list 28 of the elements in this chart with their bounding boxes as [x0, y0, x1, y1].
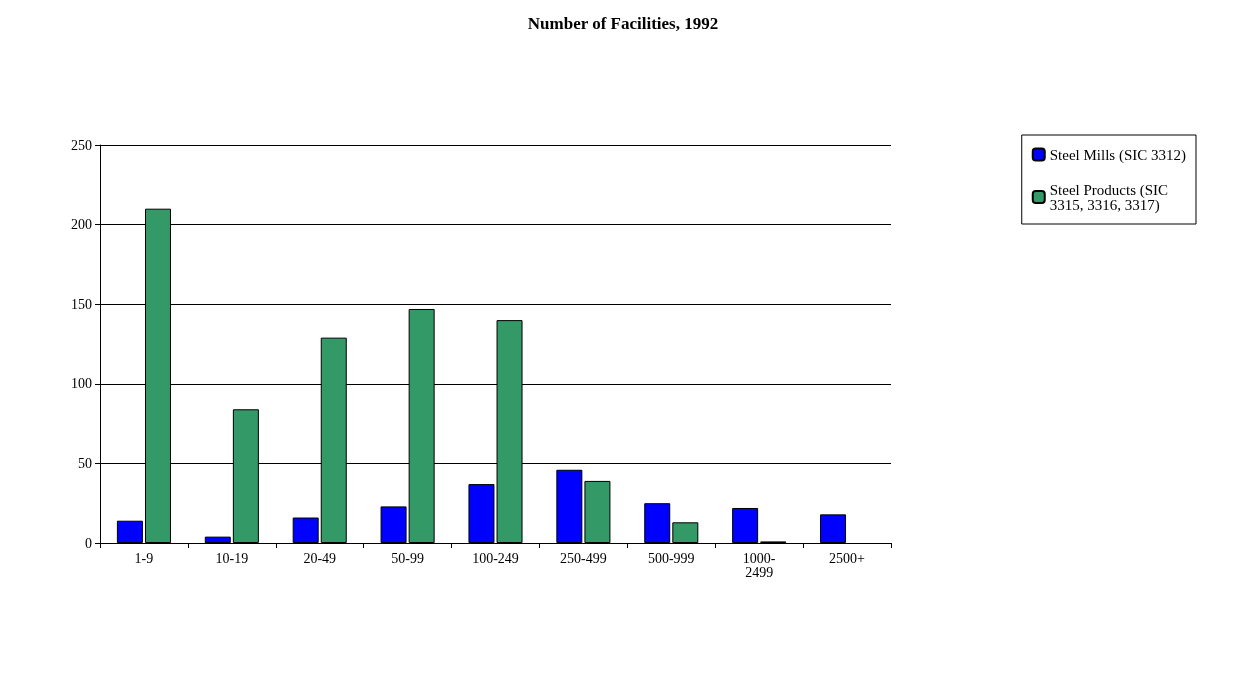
y-tick-label: 100: [71, 376, 92, 392]
bar: [380, 506, 407, 543]
bar: [116, 520, 143, 543]
x-tick-label: 1-9: [134, 550, 154, 566]
bar: [204, 536, 231, 543]
bar: [732, 507, 759, 543]
y-tick-label: 0: [85, 535, 92, 551]
x-tick-label: 50-99: [391, 550, 424, 566]
bar: [820, 514, 847, 543]
bar: [644, 503, 671, 543]
x-tick-label: 500-999: [647, 550, 695, 566]
x-tick-label: 250-499: [560, 550, 607, 566]
bar: [584, 480, 611, 543]
chart-title: Number of Facilities, 1992: [527, 14, 719, 33]
bar: [556, 469, 583, 543]
x-tick-label: 1000-2499: [742, 550, 776, 580]
y-tick-label: 150: [71, 296, 92, 312]
x-tick-label: 100-249: [472, 550, 519, 566]
x-tick-label: 20-49: [303, 550, 337, 566]
bar: [292, 517, 319, 543]
y-tick-label: 200: [71, 217, 92, 233]
legend-label: Steel Mills (SIC 3312): [1049, 146, 1187, 164]
legend-label: Steel Products (SIC 3315, 3316, 3317): [1049, 181, 1172, 214]
x-tick-label: 2500+: [829, 550, 866, 566]
y-tick-label: 50: [78, 455, 92, 471]
x-tick-label: 10-19: [215, 550, 249, 566]
bar: [672, 522, 699, 543]
y-tick-label: 250: [71, 137, 92, 153]
